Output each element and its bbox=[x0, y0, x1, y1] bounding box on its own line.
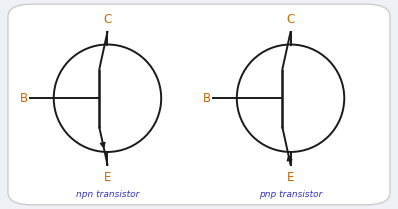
Text: E: E bbox=[104, 171, 111, 184]
Text: pnp transistor: pnp transistor bbox=[259, 190, 322, 199]
Text: C: C bbox=[103, 13, 111, 26]
FancyBboxPatch shape bbox=[8, 4, 390, 205]
Text: B: B bbox=[20, 92, 28, 105]
Text: C: C bbox=[287, 13, 295, 26]
Text: npn transistor: npn transistor bbox=[76, 190, 139, 199]
Text: B: B bbox=[203, 92, 211, 105]
Text: E: E bbox=[287, 171, 294, 184]
